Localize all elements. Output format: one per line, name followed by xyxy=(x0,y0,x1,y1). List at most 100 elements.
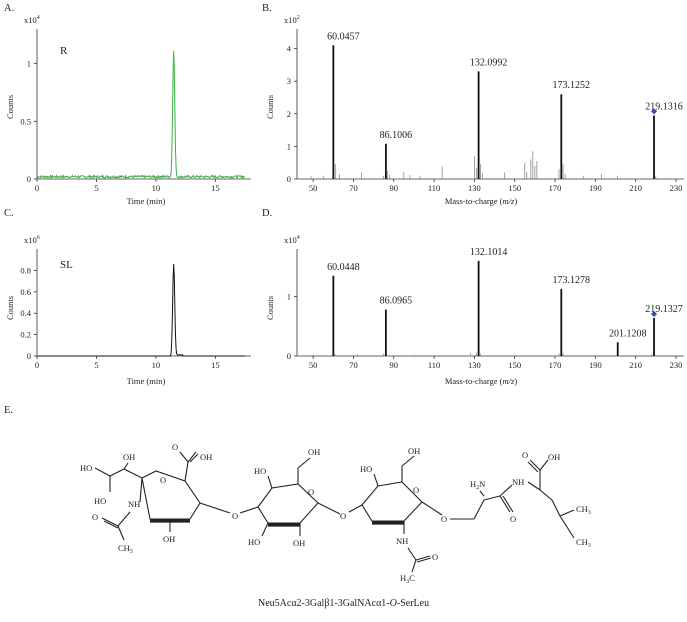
bond xyxy=(559,509,575,517)
scale-c: x106 xyxy=(24,235,40,245)
panel-letter-c: C. xyxy=(4,208,14,219)
bond xyxy=(101,517,119,527)
peak-label: 86.0965 xyxy=(380,296,413,307)
atom-ch3-b: CH3 xyxy=(576,537,591,549)
atom-nh-3: NH xyxy=(396,536,408,546)
bond xyxy=(411,559,417,573)
y-tick-label: 1 xyxy=(287,292,291,302)
atom-o-ring-3: O xyxy=(413,485,419,495)
bond xyxy=(123,462,129,470)
bond xyxy=(189,453,199,463)
atom-o-ring-2: O xyxy=(308,487,314,497)
bond xyxy=(559,515,575,539)
x-tick-label: 70 xyxy=(349,360,358,370)
x-tick-label: 5 xyxy=(94,183,98,193)
xlabel-a: Time (min) xyxy=(127,196,166,206)
x-tick-label: 90 xyxy=(390,183,399,193)
scale-a: x104 xyxy=(24,15,40,25)
xlabel-b: Mass-to-charge (m/z) xyxy=(445,196,517,206)
y-tick-label: 0 xyxy=(287,174,291,184)
bond xyxy=(551,499,561,517)
atom-ch3-1: CH3 xyxy=(118,543,133,555)
sample-label-sl: SL xyxy=(60,259,73,271)
y-tick-label: 0 xyxy=(27,351,31,361)
sample-label-r: R xyxy=(60,45,68,57)
bond xyxy=(267,475,273,489)
atom-oh-1: OH xyxy=(123,452,135,462)
bond xyxy=(499,484,513,497)
bond xyxy=(139,477,143,503)
x-tick-label: 70 xyxy=(349,183,358,193)
peak-label: 173.1252 xyxy=(553,80,591,91)
bond xyxy=(407,547,417,561)
peak-label: 132.1014 xyxy=(470,247,508,258)
chart-c: 0 5 10 15 0 0.2 0.4 0.6 0.8 xyxy=(20,249,251,370)
y-tick-label: 0.8 xyxy=(20,265,31,275)
x-tick-label: 210 xyxy=(629,360,642,370)
panel-letter-a: A. xyxy=(4,3,14,14)
atom-ho-3: HO xyxy=(360,464,372,474)
bond xyxy=(297,457,311,469)
y-tick-label: 0.5 xyxy=(20,116,31,126)
ylabel-a: Counts xyxy=(5,95,15,119)
y-tick-label: 0 xyxy=(287,351,291,361)
peak-label: 201.1208 xyxy=(609,328,647,339)
xlabel-c: Time (min) xyxy=(127,376,166,386)
bond xyxy=(401,455,415,467)
y-tick-label: 2 xyxy=(287,109,291,119)
bond xyxy=(239,506,259,514)
chromatogram-trace xyxy=(36,50,246,180)
y-tick-label: 3 xyxy=(287,76,291,86)
atom-oh-top-3: OH xyxy=(408,446,420,456)
ring-neu5ac xyxy=(141,470,201,520)
ylabel-b: Counts xyxy=(265,95,275,119)
peak-label: 219.1327 xyxy=(645,304,683,315)
atom-o-amide-3: O xyxy=(432,552,438,562)
x-tick-label: 10 xyxy=(152,183,161,193)
atom-oh-ring-1: OH xyxy=(163,534,175,544)
bond xyxy=(261,522,269,537)
bond xyxy=(117,511,131,527)
x-tick-label: 130 xyxy=(468,183,481,193)
bond xyxy=(199,502,231,514)
x-tick-label: 210 xyxy=(629,183,642,193)
bond xyxy=(184,461,189,482)
chromatogram-trace xyxy=(37,263,246,357)
scale-b: x102 xyxy=(284,15,300,25)
x-tick-label: 15 xyxy=(211,183,220,193)
atom-oh-acid: OH xyxy=(548,452,560,462)
y-tick-label: 0.6 xyxy=(20,287,31,297)
bond xyxy=(483,495,501,501)
x-tick-label: 15 xyxy=(211,360,220,370)
scale-d: x104 xyxy=(284,235,300,245)
atom-oh-top-2: OH xyxy=(308,447,320,457)
bond xyxy=(529,459,541,471)
atom-ch3-a: CH3 xyxy=(576,504,591,516)
bond xyxy=(539,459,549,471)
atom-ho-bot-2: HO xyxy=(248,537,260,547)
atom-nh-pep: NH xyxy=(512,477,524,487)
x-tick-label: 0 xyxy=(35,360,39,370)
y-tick-label: 1 xyxy=(27,59,31,69)
bond xyxy=(502,495,514,513)
y-tick-label: 1 xyxy=(287,141,291,151)
peak-label: 219.1316 xyxy=(645,101,683,112)
atom-o-acid: O xyxy=(522,450,528,460)
bond xyxy=(317,502,341,515)
bond xyxy=(103,520,119,529)
atom-ho-2: HO xyxy=(94,496,106,506)
x-tick-label: 230 xyxy=(670,360,683,370)
x-tick-label: 10 xyxy=(152,360,161,370)
atom-h3c: H3C xyxy=(400,573,415,585)
bond xyxy=(94,467,111,477)
x-tick-label: 170 xyxy=(549,183,562,193)
molecule-structure: HO OH HO O OH O NH O CH3 OH O O xyxy=(80,442,591,585)
bond xyxy=(123,468,143,479)
bond xyxy=(416,557,432,563)
peak-label: 60.0448 xyxy=(327,262,360,273)
atom-h2n: H2N xyxy=(470,479,485,491)
x-tick-label: 110 xyxy=(428,360,440,370)
bond xyxy=(109,468,125,477)
